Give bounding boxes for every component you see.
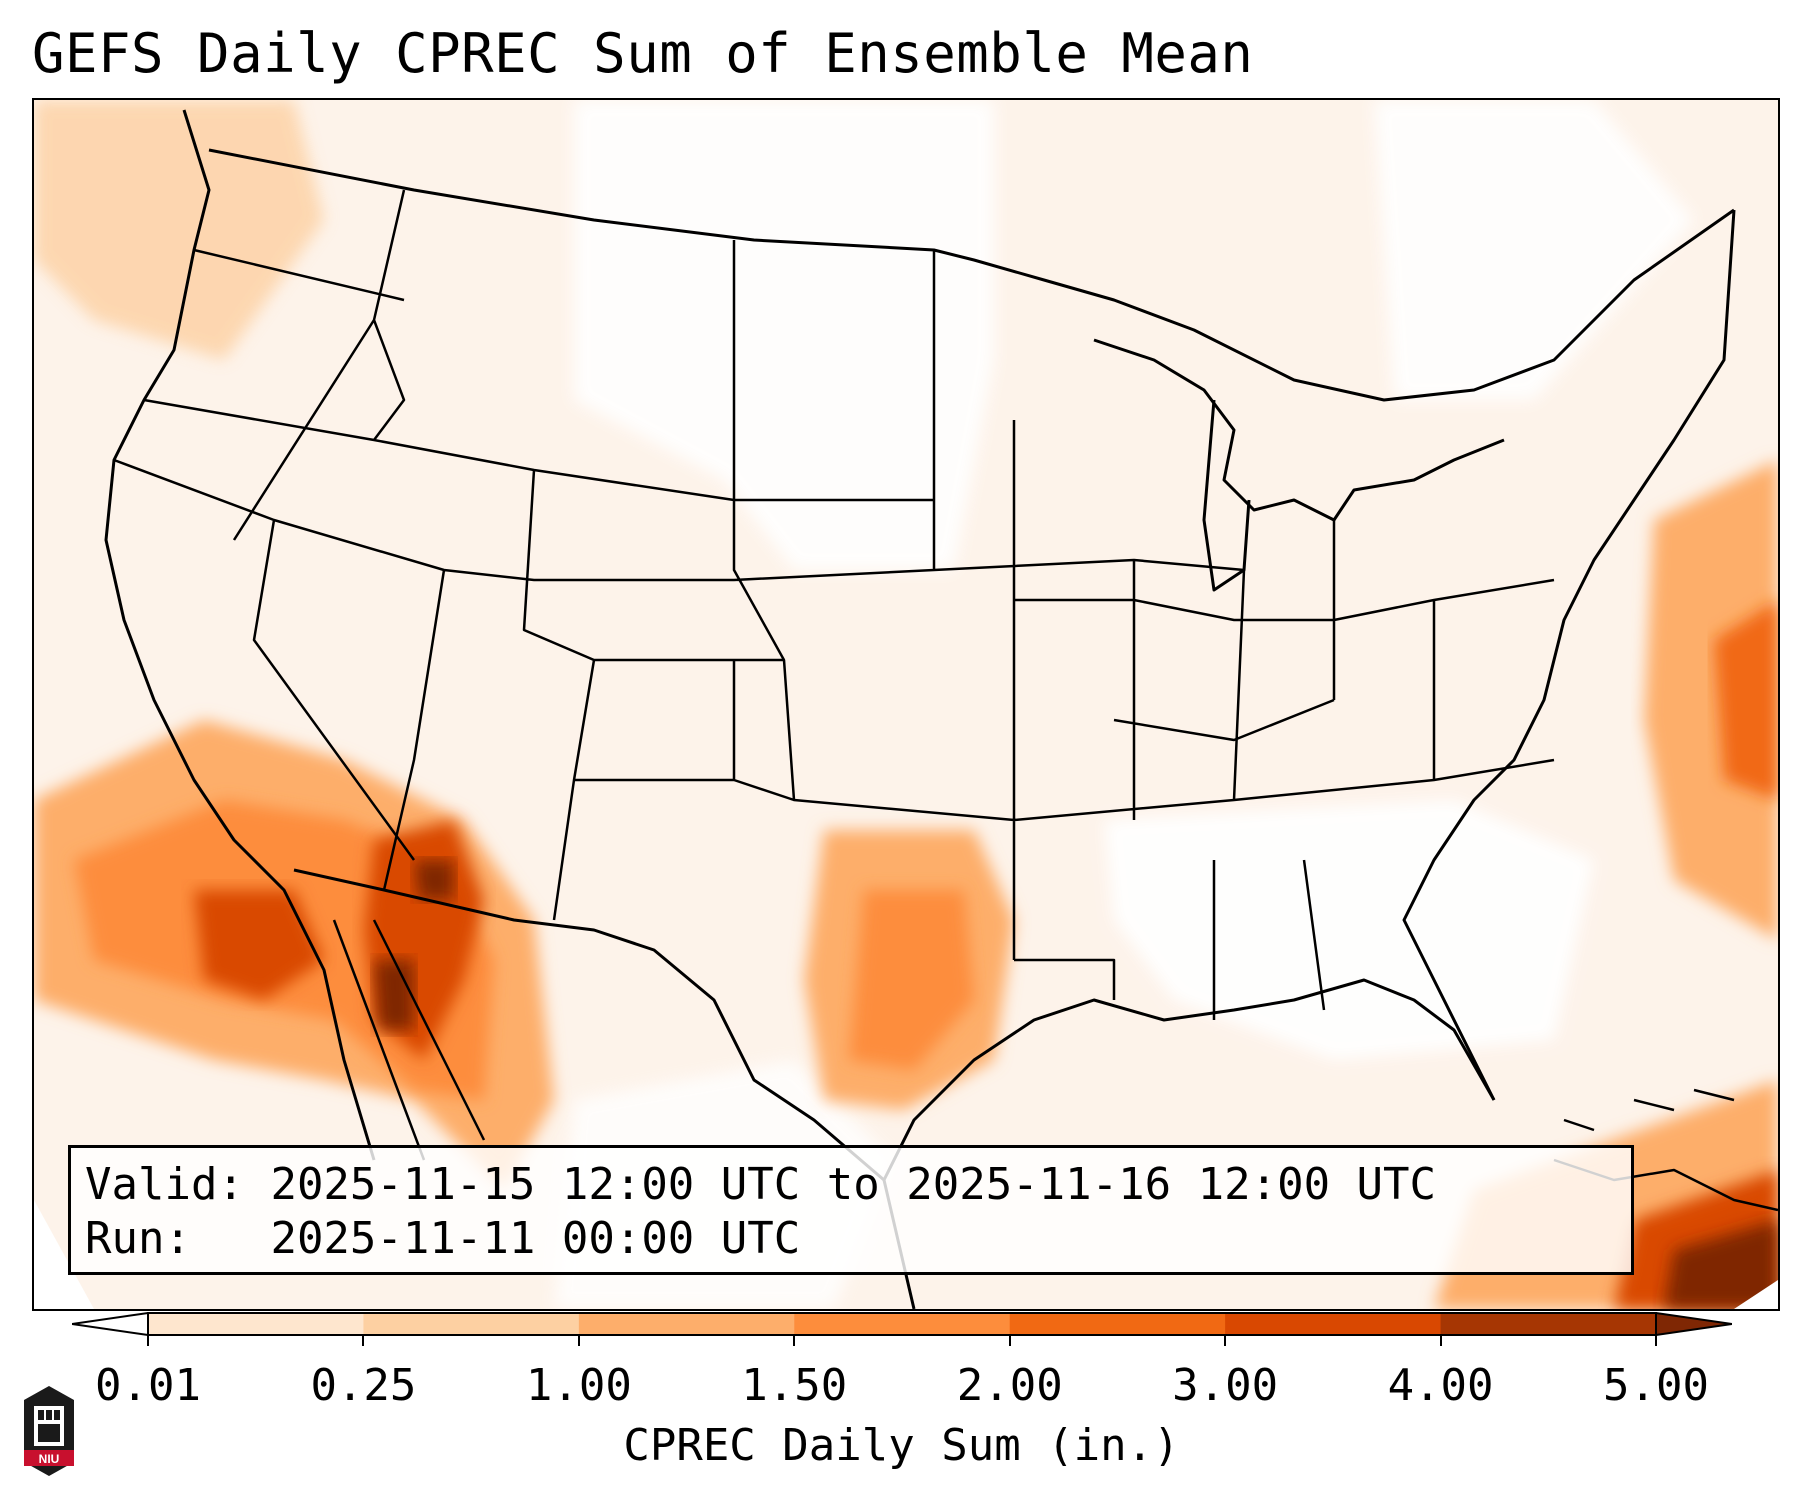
colorbar-over-extension xyxy=(1655,1312,1732,1336)
colorbar-tick-label: 4.00 xyxy=(1387,1360,1494,1411)
precip-field xyxy=(34,100,1778,1309)
colorbar-tick-label: 1.50 xyxy=(741,1360,848,1411)
precip-southwest-core xyxy=(194,890,324,1000)
baja-outline xyxy=(332,919,486,1161)
precip-arizona-max xyxy=(414,860,454,900)
precip-oklahoma-core xyxy=(849,890,974,1070)
colorbar-tick xyxy=(147,1336,149,1346)
map-title: GEFS Daily CPREC Sum of Ensemble Mean xyxy=(32,22,1254,85)
colorbar-segment xyxy=(1225,1313,1442,1335)
valid-label: Valid: xyxy=(85,1159,244,1210)
colorbar-title: CPREC Daily Sum (in.) xyxy=(623,1420,1180,1471)
canada-border xyxy=(208,148,1735,402)
run-label: Run: xyxy=(85,1213,191,1264)
east-coast-outline xyxy=(1402,209,1736,1101)
precip-map: Valid: 2025-11-15 12:00 UTC to 2025-11-1… xyxy=(32,98,1780,1311)
west-coast-outline xyxy=(104,109,376,1161)
boundaries xyxy=(104,109,1778,1309)
colorbar-segment xyxy=(794,1313,1011,1335)
map-canvas xyxy=(34,100,1778,1309)
colorbar-tick-label: 0.25 xyxy=(310,1360,417,1411)
colorbar-tick xyxy=(793,1336,796,1346)
precip-atlantic-core xyxy=(1714,600,1778,800)
great-lakes xyxy=(1093,338,1505,522)
colorbar-segment xyxy=(578,1313,795,1335)
colorbar-under-extension xyxy=(72,1312,149,1336)
colorbar-ticks: 0.01 0.25 1.00 1.50 2.00 3.00 4.00 5.00 xyxy=(0,1336,1803,1411)
colorbar xyxy=(72,1312,1732,1336)
dry-area-canada xyxy=(1374,100,1694,400)
colorbar-segment xyxy=(363,1313,580,1335)
colorbar-segment xyxy=(148,1313,364,1335)
colorbar-outline xyxy=(147,1312,1657,1336)
niu-logo: NIU xyxy=(24,1386,74,1476)
colorbar-tick xyxy=(577,1336,580,1346)
valid-value: 2025-11-15 12:00 UTC to 2025-11-16 12:00… xyxy=(270,1159,1437,1210)
dry-area-north-plains xyxy=(574,100,994,570)
valid-row: Valid: 2025-11-15 12:00 UTC to 2025-11-1… xyxy=(85,1158,1617,1212)
state-lines xyxy=(113,189,1555,1020)
valid-run-box: Valid: 2025-11-15 12:00 UTC to 2025-11-1… xyxy=(68,1145,1634,1275)
precip-caribbean-max xyxy=(1664,1220,1778,1309)
dry-area-southeast xyxy=(1104,800,1594,1060)
precip-sonora-max xyxy=(374,960,414,1030)
colorbar-tick-label: 2.00 xyxy=(956,1360,1063,1411)
precip-pacific-northwest xyxy=(34,100,324,360)
colorbar-segment xyxy=(1440,1313,1657,1335)
colorbar-tick-label: 1.00 xyxy=(525,1360,632,1411)
precip-atlantic-outer xyxy=(1644,460,1778,940)
svg-text:NIU: NIU xyxy=(39,1452,60,1466)
colorbar-tick xyxy=(1224,1336,1227,1346)
gulf-coast-outline xyxy=(882,978,1496,1309)
run-value: 2025-11-11 00:00 UTC xyxy=(270,1213,801,1264)
mexico-border xyxy=(293,868,885,1182)
colorbar-tick xyxy=(1655,1336,1657,1346)
colorbar-tick xyxy=(362,1336,365,1346)
colorbar-tick-label: 3.00 xyxy=(1172,1360,1279,1411)
caribbean-islands xyxy=(1553,1088,1778,1212)
run-row: Run: 2025-11-11 00:00 UTC xyxy=(85,1212,1617,1266)
colorbar-tick-label: 5.00 xyxy=(1603,1360,1709,1411)
projection-edges xyxy=(34,1200,1778,1309)
colorbar-tick xyxy=(1008,1336,1011,1346)
colorbar-segment xyxy=(1009,1313,1226,1335)
colorbar-tick-label: 0.01 xyxy=(95,1360,201,1411)
colorbar-tick xyxy=(1439,1336,1442,1346)
